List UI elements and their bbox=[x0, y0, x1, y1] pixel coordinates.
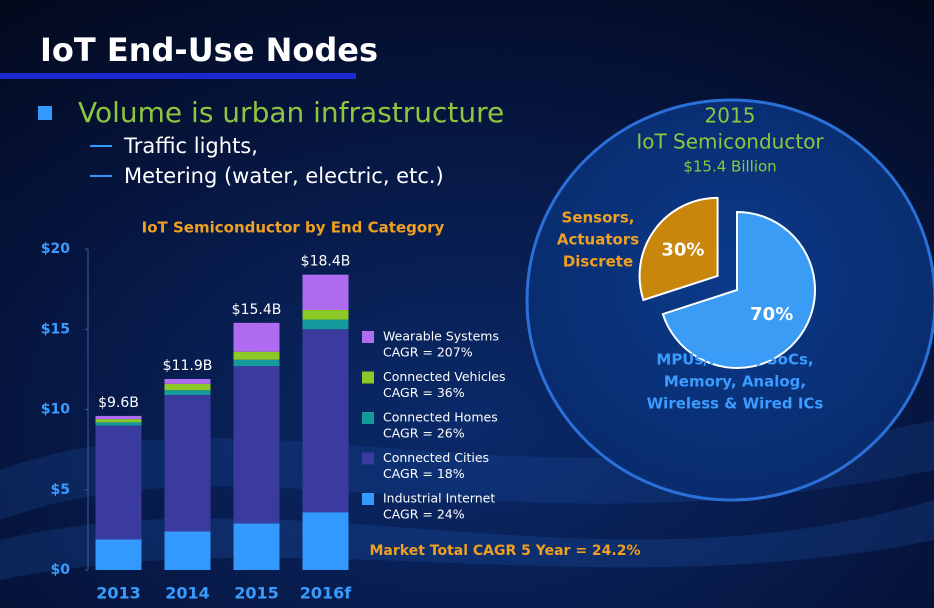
legend-swatch bbox=[362, 493, 374, 505]
pie-category-label: Memory, Analog, bbox=[664, 373, 806, 391]
total-label: $9.6B bbox=[98, 395, 139, 411]
pie-subtitle: IoT Semiconductor bbox=[636, 130, 824, 154]
bar-segment bbox=[95, 419, 142, 423]
x-tick-label: 2015 bbox=[234, 584, 279, 603]
bar-segment bbox=[95, 422, 142, 426]
pie-category-label: Discrete bbox=[563, 253, 633, 271]
total-label: $18.4B bbox=[301, 254, 351, 270]
y-tick-label: $5 bbox=[51, 482, 70, 498]
x-tick-label: 2016f bbox=[300, 584, 353, 603]
annotation: Market Total CAGR 5 Year = 24.2% bbox=[369, 543, 640, 559]
legend-cagr: CAGR = 207% bbox=[383, 345, 473, 360]
bar-segment bbox=[164, 383, 211, 391]
bar-segment bbox=[164, 390, 211, 396]
bar-segment bbox=[233, 351, 280, 360]
bar-segment bbox=[302, 329, 349, 513]
legend-swatch bbox=[362, 371, 374, 384]
x-tick-label: 2013 bbox=[96, 584, 141, 603]
pie-category-label: MPUs/MCUs, SoCs, bbox=[656, 351, 813, 369]
total-label: $11.9B bbox=[163, 358, 213, 374]
legend-cagr: CAGR = 26% bbox=[383, 426, 465, 441]
slide-title: IoT End-Use Nodes bbox=[40, 31, 378, 69]
y-tick-label: $15 bbox=[41, 321, 70, 337]
pie-value-label: 30% bbox=[661, 240, 704, 261]
legend-label: Connected Cities bbox=[383, 450, 489, 465]
bar-segment bbox=[302, 512, 349, 570]
legend-label: Connected Vehicles bbox=[383, 369, 506, 384]
bullet-sub: Traffic lights, bbox=[123, 134, 258, 158]
legend-label: Industrial Internet bbox=[383, 491, 495, 506]
legend-swatch bbox=[362, 452, 374, 465]
pie-category-label: Actuators bbox=[557, 231, 639, 249]
x-tick-label: 2014 bbox=[165, 584, 210, 603]
pie-category-label: Sensors, bbox=[562, 209, 635, 227]
bar-segment bbox=[95, 539, 142, 570]
bar-segment bbox=[95, 425, 142, 540]
chart-title: IoT Semiconductor by End Category bbox=[142, 219, 445, 237]
pie-title: 2015 bbox=[705, 104, 756, 128]
legend-swatch bbox=[362, 412, 374, 424]
bar-segment bbox=[302, 319, 349, 330]
bar-segment bbox=[164, 379, 211, 384]
bar-segment bbox=[233, 366, 280, 524]
bar-segment bbox=[164, 395, 211, 532]
bar-segment bbox=[233, 523, 280, 570]
legend-cagr: CAGR = 36% bbox=[383, 385, 465, 400]
bar-segment bbox=[233, 322, 280, 352]
legend-cagr: CAGR = 18% bbox=[383, 466, 465, 481]
legend-label: Connected Homes bbox=[383, 410, 498, 425]
bullet-main: Volume is urban infrastructure bbox=[78, 96, 504, 129]
pie-value-label: 70% bbox=[750, 304, 793, 325]
pie-slice bbox=[638, 196, 719, 302]
total-label: $15.4B bbox=[232, 302, 282, 318]
bar-segment bbox=[233, 359, 280, 367]
bar-segment bbox=[302, 274, 349, 310]
legend-swatch bbox=[362, 331, 374, 343]
bar-segment bbox=[164, 531, 211, 570]
y-tick-label: $10 bbox=[41, 402, 70, 418]
y-tick-label: $0 bbox=[51, 562, 71, 578]
title-rule bbox=[0, 73, 356, 79]
bar-segment bbox=[302, 309, 349, 320]
pie-slice bbox=[661, 210, 816, 369]
pie-subtitle: $15.4 Billion bbox=[683, 158, 776, 176]
pie-category-label: Wireless & Wired ICs bbox=[647, 395, 824, 413]
legend-label: Wearable Systems bbox=[383, 329, 499, 344]
y-tick-label: $20 bbox=[41, 241, 70, 257]
bullet bbox=[38, 106, 52, 120]
bar-segment bbox=[95, 415, 142, 420]
bullet-sub: Metering (water, electric, etc.) bbox=[124, 164, 444, 188]
legend-cagr: CAGR = 24% bbox=[383, 507, 465, 522]
